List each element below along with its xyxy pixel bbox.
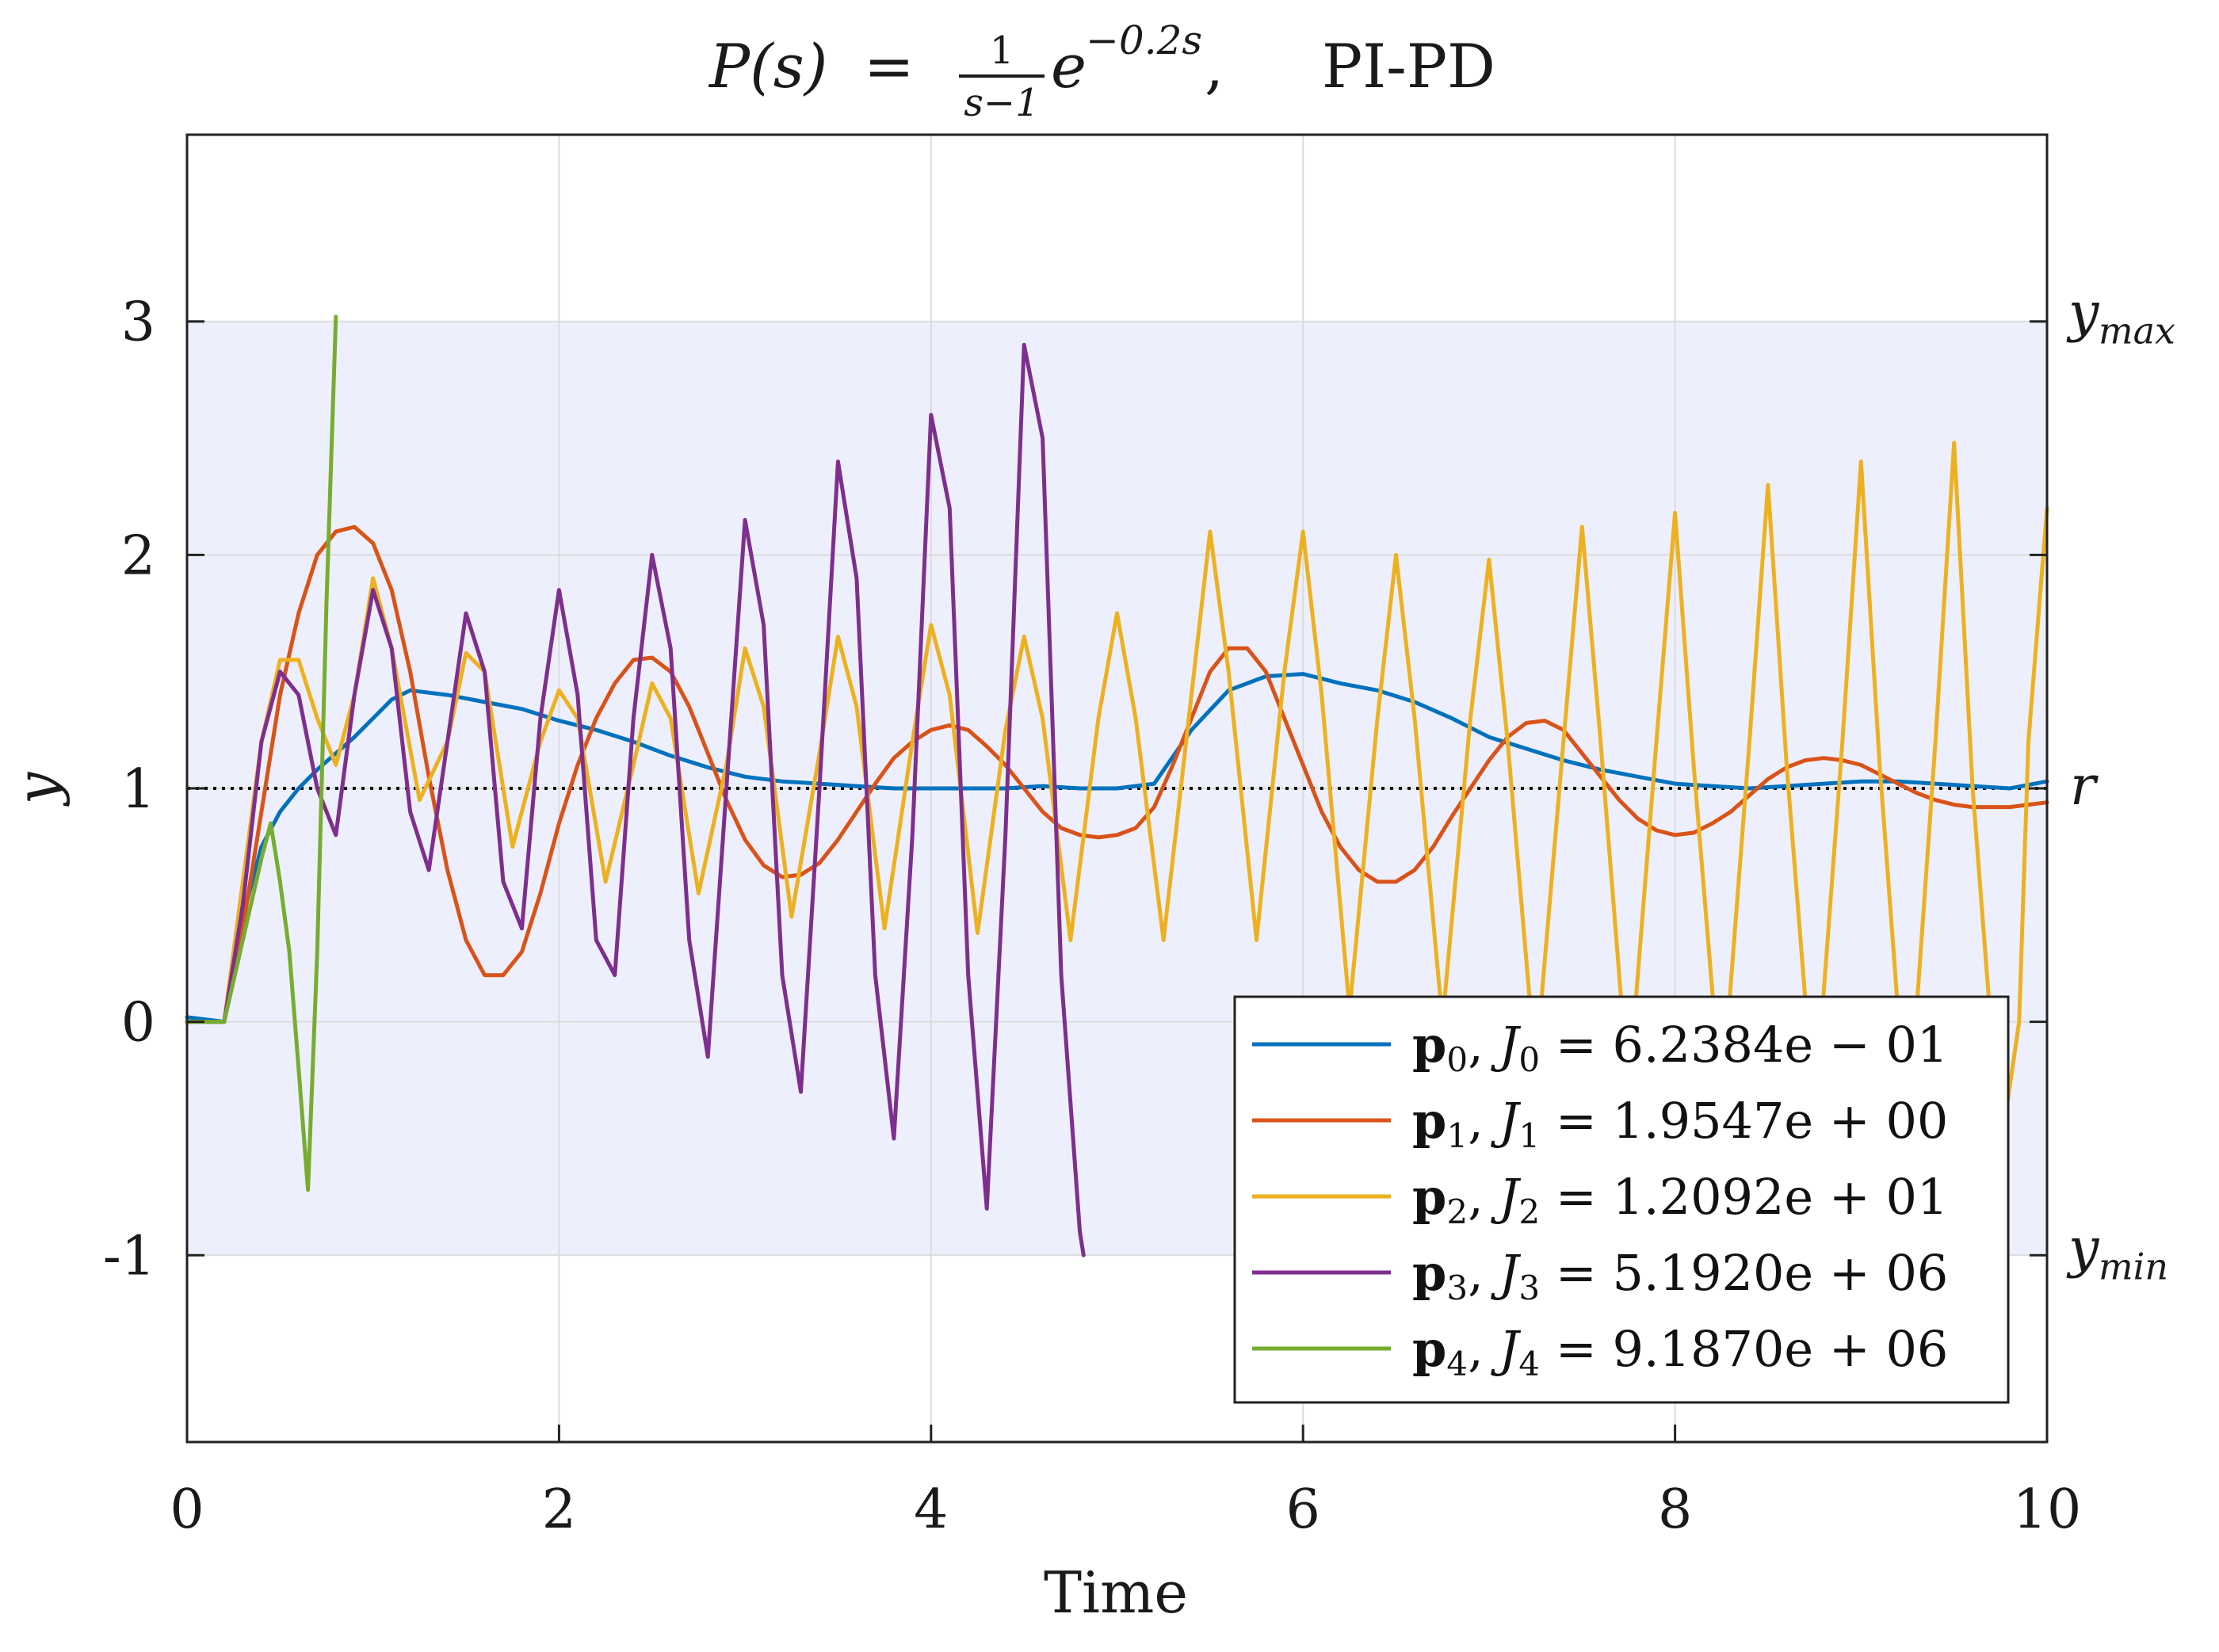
ymax-label: y max: [2066, 282, 2175, 353]
y-tick-label: -1: [103, 1225, 155, 1288]
x-tick-label: 2: [542, 1478, 576, 1541]
x-tick-label: 4: [914, 1478, 948, 1541]
title-exp-power: −0.2s: [1086, 17, 1202, 63]
reference-label: r: [2070, 755, 2099, 818]
legend-entry-p3: p3, J3 = 5.1920e + 06: [1412, 1244, 1948, 1307]
x-tick-label: 0: [170, 1478, 204, 1541]
legend-box: [1233, 995, 2010, 1404]
series-line-p2: [185, 441, 2049, 1153]
x-tick-label: 6: [1286, 1478, 1320, 1541]
x-tick-label: 10: [2013, 1478, 2082, 1541]
ymin-label: y min: [2066, 1217, 2168, 1288]
legend-entry-p2: p2, J2 = 1.2092e + 01: [1412, 1168, 1948, 1231]
legend-entry-p4: p4, J4 = 9.1870e + 06: [1412, 1320, 1948, 1383]
x-ticks: 0 2 4 6 8 10: [170, 1425, 2081, 1541]
y-tick-label: 2: [121, 525, 155, 587]
ymax-label-sub: max: [2099, 310, 2175, 353]
x-axis-label: Time: [1044, 1559, 1188, 1626]
title-lhs: P(s): [708, 31, 827, 101]
title-equals: =: [864, 31, 915, 101]
chart-title: P(s) = 1 s−1 e −0.2s , PI-PD: [708, 17, 1495, 125]
title-exp-base: e: [1051, 31, 1087, 101]
title-frac-num: 1: [990, 29, 1014, 73]
series-line-p1: [185, 525, 2049, 1024]
y-ticks: -1 0 1 2 3: [103, 292, 2047, 1288]
y-axis-label: y: [4, 771, 71, 807]
y-tick-label: 0: [121, 992, 155, 1055]
title-controller: PI-PD: [1322, 31, 1495, 101]
legend-entry-p0: p0, J0 = 6.2384e − 01: [1412, 1016, 1948, 1079]
series-line-p3: [185, 342, 1086, 1257]
series-line-p4: [185, 315, 338, 1192]
legend: p0, J0 = 6.2384e − 01 p1, J1 = 1.9547e + …: [1233, 995, 2010, 1404]
y-tick-label: 3: [121, 292, 155, 354]
ymin-label-sub: min: [2099, 1245, 2168, 1288]
y-tick-label: 1: [121, 758, 155, 821]
title-comma: ,: [1205, 31, 1224, 101]
series-layer: [185, 315, 2049, 1257]
title-frac-den: s−1: [964, 81, 1039, 125]
x-tick-label: 8: [1658, 1478, 1692, 1541]
ymax-label-base: y: [2066, 282, 2100, 345]
ymin-label-base: y: [2066, 1217, 2100, 1280]
legend-entry-p1: p1, J1 = 1.9547e + 00: [1412, 1092, 1948, 1155]
